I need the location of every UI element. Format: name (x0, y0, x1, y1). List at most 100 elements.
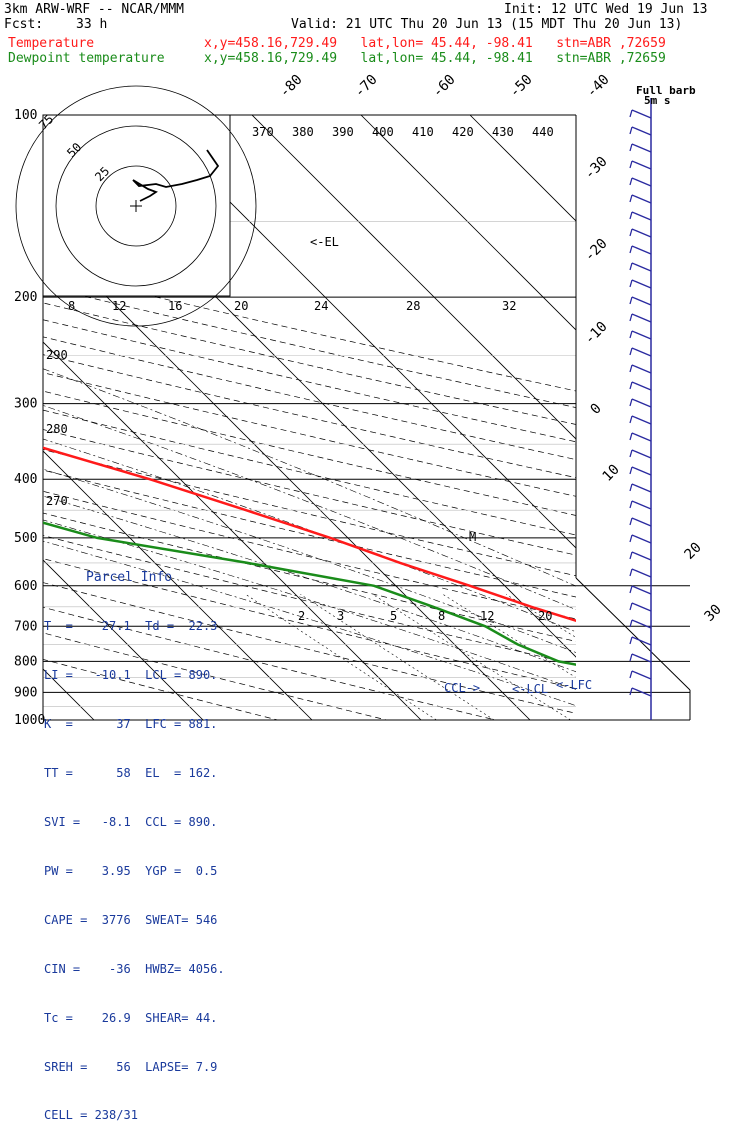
parcel-row: SVI = -8.1 CCL = 890. (44, 815, 218, 830)
wind-barb (631, 670, 652, 680)
mixing-ratio-line (442, 594, 576, 678)
wind-barb-flag (629, 449, 633, 458)
mixing-ratio-line (372, 594, 571, 720)
dewpoint-location: x,y=458.16,729.49 lat,lon= 45.44, -98.41… (204, 51, 666, 66)
valid-time: Valid: 21 UTC Thu 20 Jun 13 (15 MDT Thu … (291, 17, 683, 32)
wind-barb-flag (629, 279, 633, 288)
wind-barb-flag (629, 364, 633, 373)
wind-barb-flag (629, 415, 633, 424)
full-barb-label: Full barb (636, 84, 696, 97)
wind-barb-flag (629, 517, 633, 526)
wind-barb (631, 381, 652, 391)
isotherm-line (469, 115, 576, 222)
mixing-ratio-label: 12 (480, 609, 494, 623)
hodograph-trace (132, 149, 220, 202)
wind-barb (631, 636, 652, 646)
wind-barb (631, 500, 652, 510)
wind-barb (631, 262, 652, 272)
isotherm-line (43, 450, 313, 720)
el-label: <-EL (310, 235, 339, 249)
init-time: Init: 12 UTC Wed 19 Jun 13 (504, 2, 708, 17)
wind-barb (631, 245, 652, 255)
wind-barb (631, 279, 652, 289)
wind-barb (631, 398, 652, 408)
dry-adiabat (43, 354, 576, 479)
lfc-label: <-LFC (556, 678, 592, 692)
wind-barb-flag (629, 653, 633, 662)
pressure-label: 900 (14, 685, 37, 700)
theta-label: 410 (412, 125, 434, 139)
right-frame-diagonal (575, 577, 691, 691)
dry-adiabat (43, 490, 576, 620)
wind-barb-flag (629, 602, 633, 611)
wind-barb (631, 449, 652, 459)
theta-label: 430 (492, 125, 514, 139)
moist-label: 24 (314, 299, 328, 313)
parcel-row: K = 37 LFC = 881. (44, 717, 218, 732)
theta-label: 420 (452, 125, 474, 139)
moist-label: 8 (68, 299, 75, 313)
wind-barb (631, 330, 652, 340)
theta-label: 370 (252, 125, 274, 139)
wind-barb-flag (629, 262, 633, 271)
wind-barb (631, 466, 652, 476)
wind-barb (631, 347, 652, 357)
wind-barb-flag (629, 211, 633, 220)
wind-barb (631, 160, 652, 170)
mixing-ratio-label: 3 (337, 609, 344, 623)
wind-barb-flag (629, 381, 633, 390)
dry-adiabat (43, 469, 576, 598)
wind-barb-flag (629, 245, 633, 254)
wind-barb-flag (629, 126, 633, 135)
wind-barb (631, 568, 652, 578)
parcel-row: SREH = 56 LAPSE= 7.9 (44, 1059, 218, 1074)
parcel-info: Parcel Info T = 27.1 Td = 22.3 LI = -10.… (44, 537, 232, 1123)
mixing-ratio-label: 20 (538, 609, 552, 623)
dry-adiabat (43, 558, 576, 689)
wind-barb-flag (629, 160, 633, 169)
moist-label: 32 (502, 299, 516, 313)
wind-barb (631, 364, 652, 374)
mixing-ratio-line (505, 594, 576, 638)
fcst-label: Fcst: (4, 17, 44, 32)
wind-barb-flag (629, 568, 633, 577)
mixing-ratio-label: 5 (390, 609, 397, 623)
temperature-tick-label: -40 (584, 72, 613, 101)
wind-barb (631, 432, 652, 442)
wind-barb-flag (629, 500, 633, 509)
pressure-label: 300 (14, 397, 37, 412)
temperature-legend: Temperature (8, 36, 95, 51)
full-barb-unit: 5m s (644, 94, 671, 107)
wind-barb (631, 228, 652, 238)
wind-barb-flag (629, 432, 633, 441)
wind-barb (631, 211, 652, 221)
dry-adiabat (43, 659, 280, 720)
isotherm-line (43, 559, 204, 720)
theta-label: 400 (372, 125, 394, 139)
hodograph-ring (95, 165, 177, 247)
wind-barb (631, 415, 652, 425)
wind-barb-flag (629, 330, 633, 339)
moist-label: 16 (168, 299, 182, 313)
dewpoint-line (43, 521, 576, 666)
wind-barb-flag (629, 551, 633, 560)
wind-barb-flag (629, 398, 633, 407)
dry-adiabat (43, 535, 576, 665)
hodograph-ring (55, 125, 217, 287)
temperature-tick-label: -60 (430, 72, 459, 101)
temperature-tick-label: -50 (507, 72, 536, 101)
moist-label: 20 (234, 299, 248, 313)
fcst-value: 33 h (76, 17, 108, 32)
pressure-label: 700 (14, 619, 37, 634)
mixing-ratio-line (245, 594, 437, 720)
dry-adiabat (43, 319, 576, 443)
wind-barb (631, 585, 652, 595)
temperature-tick-label: -70 (352, 72, 381, 101)
lcl-label: <-LCL (512, 682, 548, 696)
ccl-label: CCL-> (444, 681, 480, 695)
parcel-row: LI = -10.1 LCL = 890. (44, 668, 218, 683)
wind-barb (631, 143, 652, 153)
wind-barb-flag (629, 619, 633, 628)
hodograph-ring (15, 85, 257, 327)
pressure-label: 100 (14, 108, 37, 123)
